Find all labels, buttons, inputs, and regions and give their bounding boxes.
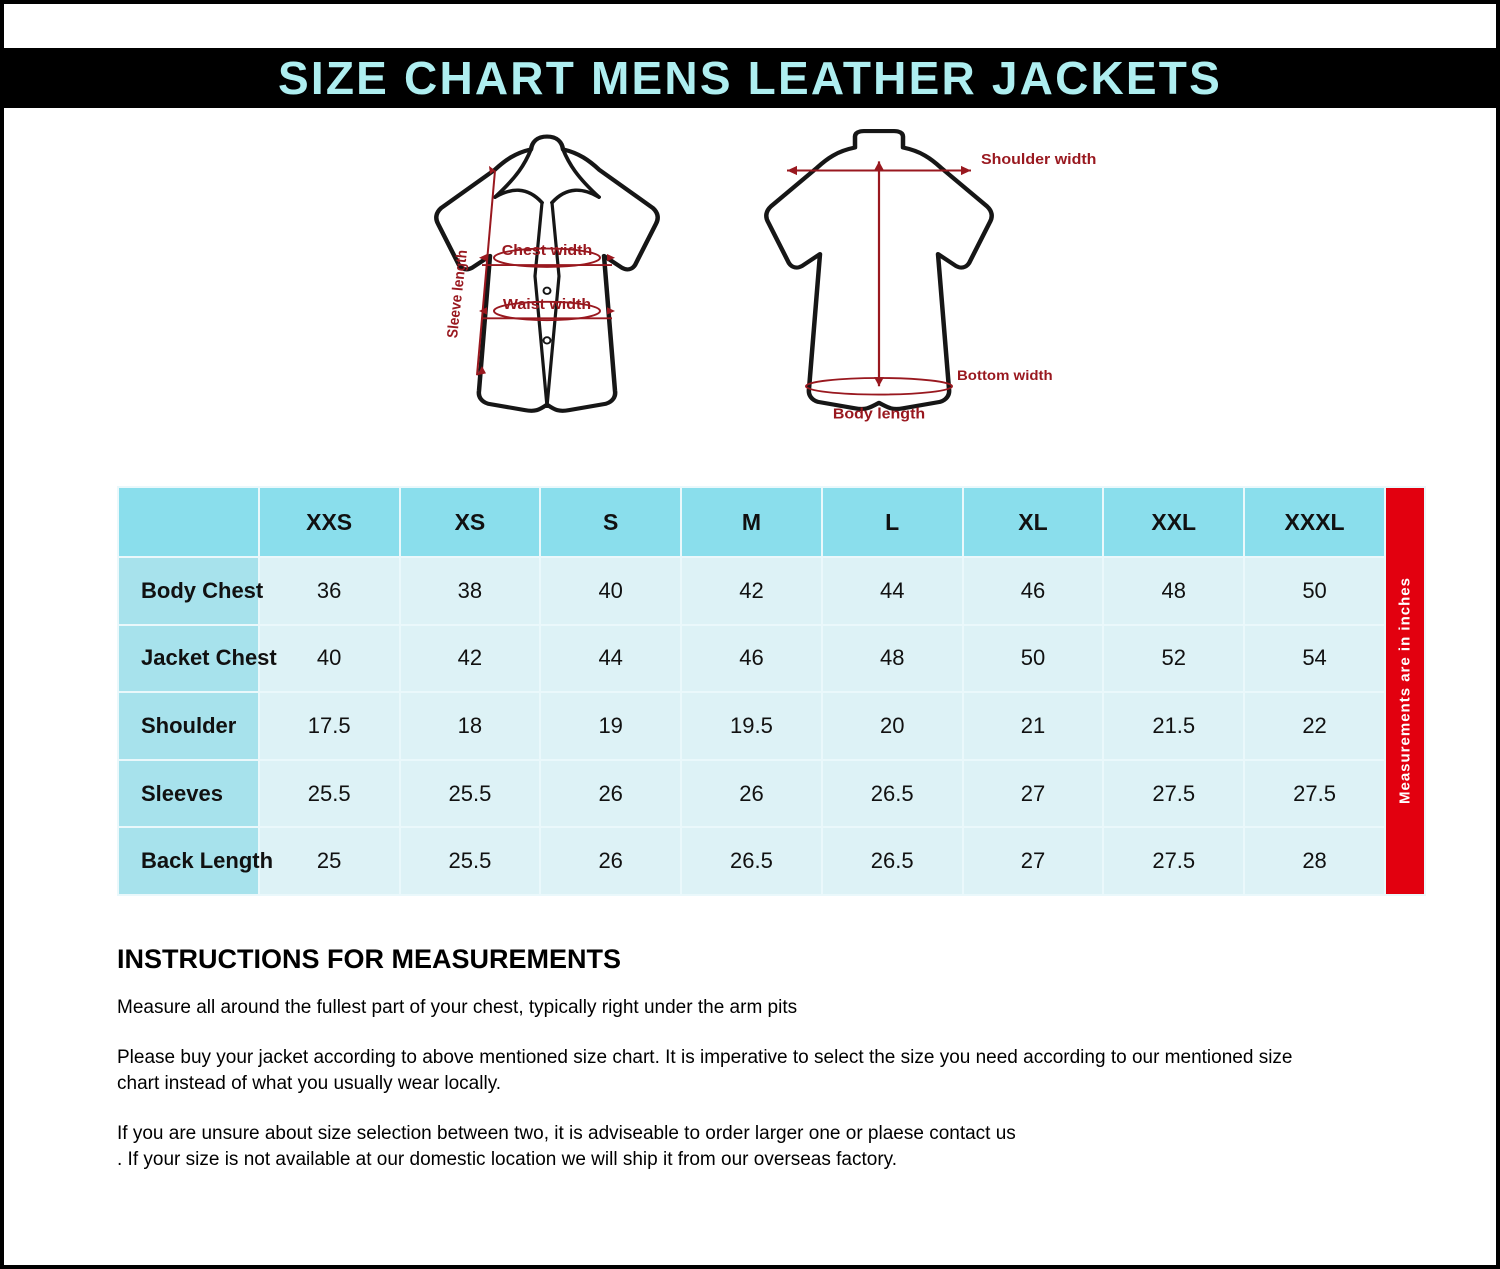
svg-text:Shoulder width: Shoulder width bbox=[981, 152, 1096, 168]
svg-text:Bottom width: Bottom width bbox=[957, 368, 1053, 383]
svg-text:Chest width: Chest width bbox=[502, 243, 593, 259]
svg-text:Sleeve length: Sleeve length bbox=[445, 249, 472, 339]
svg-text:Body length: Body length bbox=[833, 406, 925, 422]
svg-text:Waist width: Waist width bbox=[503, 297, 591, 313]
